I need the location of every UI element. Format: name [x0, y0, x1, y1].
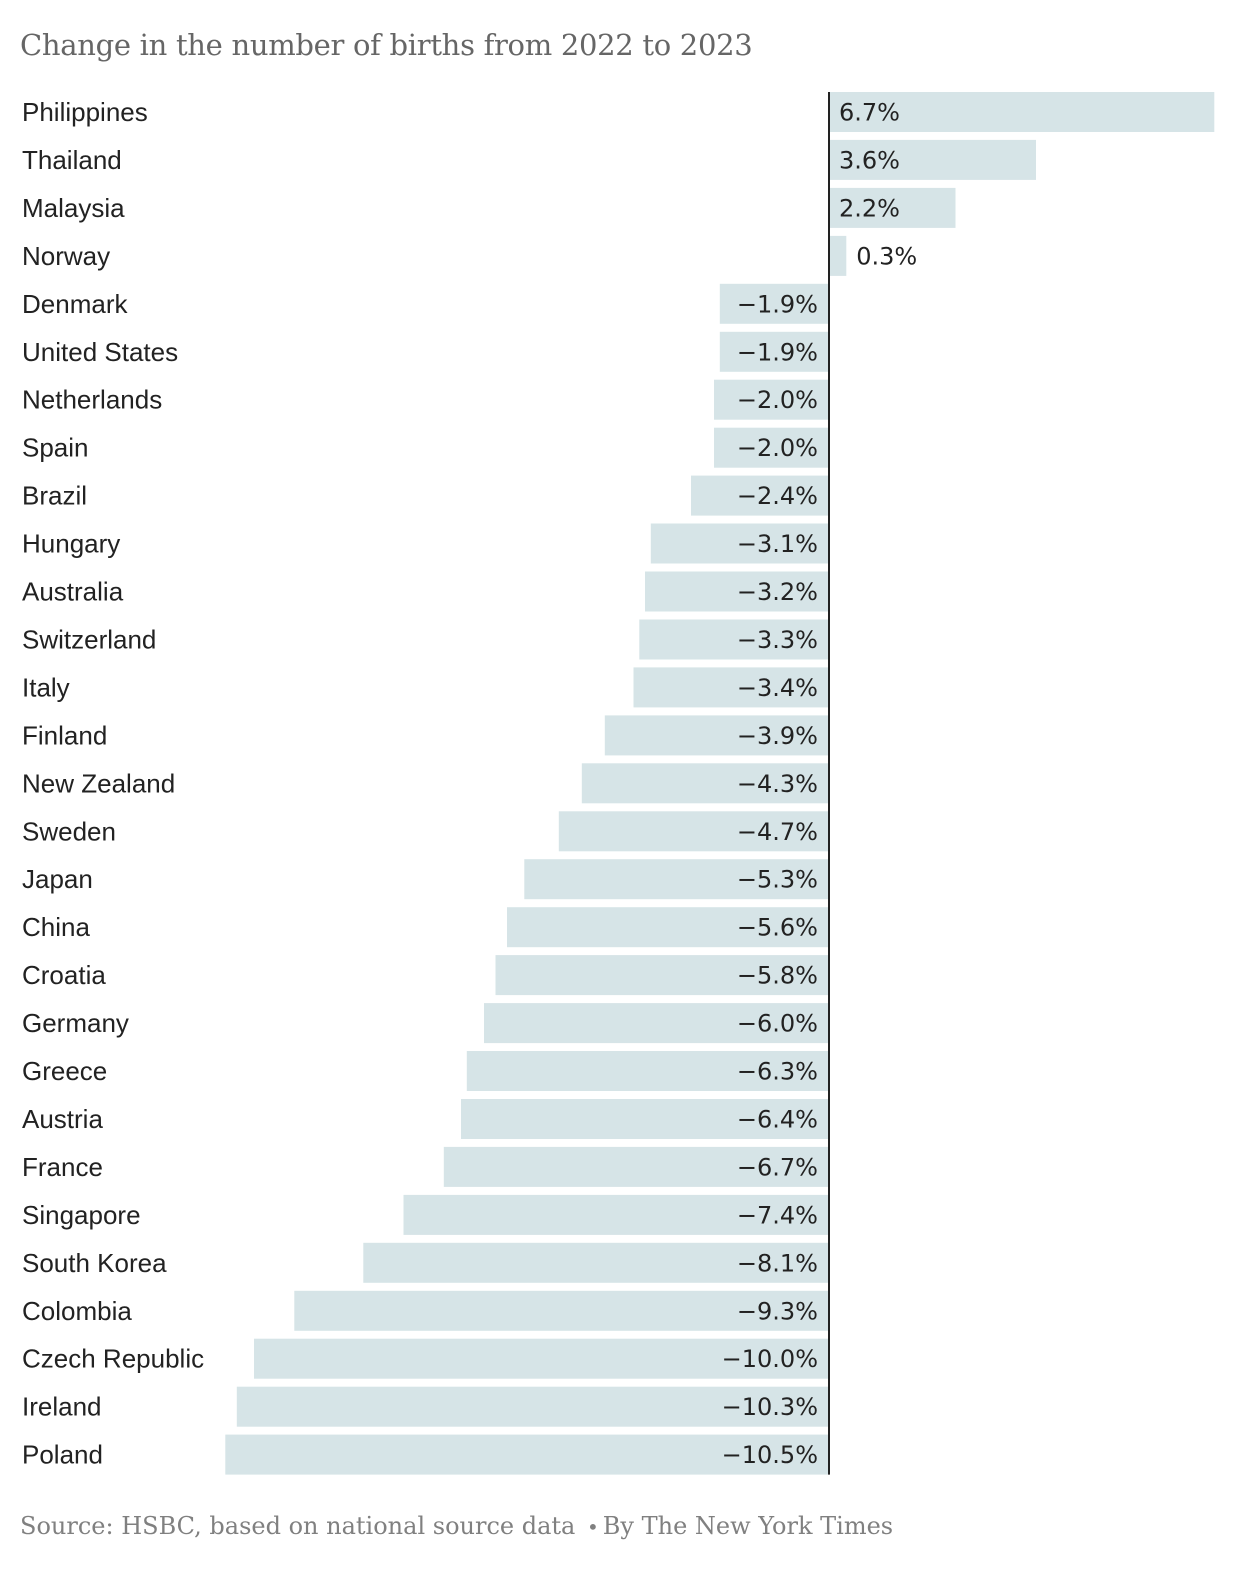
country-labels-group: Philippines Thailand Malaysia Norway Denmark…	[22, 97, 204, 1470]
country-label-hungary: Hungary	[22, 529, 120, 559]
value-label-italy: −3.4%	[737, 674, 818, 702]
bar-denmark	[719, 283, 830, 324]
bar-czech-republic	[254, 1338, 829, 1379]
value-label-spain: −2.0%	[737, 434, 818, 462]
bar-colombia	[294, 1290, 830, 1331]
value-label-china: −5.6%	[737, 914, 818, 942]
value-label-croatia: −5.8%	[737, 962, 818, 990]
country-label-japan: Japan	[22, 864, 93, 894]
bar-norway	[829, 235, 847, 276]
bar-china	[507, 907, 829, 948]
bar-united-states	[719, 331, 830, 372]
value-label-switzerland: −3.3%	[737, 626, 818, 654]
country-label-south-korea: South Korea	[22, 1248, 167, 1278]
source-note: Source: HSBC, based on national source d…	[20, 1512, 893, 1540]
bars-group	[225, 92, 1215, 1475]
country-label-greece: Greece	[22, 1056, 107, 1086]
bar-france	[443, 1146, 830, 1187]
bar-greece	[466, 1051, 830, 1091]
value-label-philippines: 6.7%	[839, 99, 900, 127]
source-text: HSBC, based on national source data	[121, 1512, 576, 1540]
country-label-australia: Australia	[22, 577, 124, 607]
country-label-poland: Poland	[22, 1440, 103, 1470]
country-label-new-zealand: New Zealand	[22, 768, 175, 798]
value-label-hungary: −3.1%	[737, 530, 818, 558]
bar-hungary	[650, 523, 830, 564]
chart-title: Change in the number of births from 2022…	[20, 28, 753, 62]
country-label-united-states: United States	[22, 337, 178, 367]
bar-ireland	[236, 1386, 830, 1427]
country-label-colombia: Colombia	[22, 1296, 132, 1326]
country-label-italy: Italy	[22, 672, 70, 702]
value-label-thailand: 3.6%	[839, 146, 900, 174]
bar-philippines	[829, 92, 1215, 132]
bar-sweden	[558, 811, 830, 852]
country-label-norway: Norway	[22, 241, 110, 271]
value-label-new-zealand: −4.3%	[737, 770, 818, 798]
value-label-ireland: −10.3%	[722, 1393, 818, 1421]
bar-finland	[604, 715, 830, 756]
value-label-greece: −6.3%	[737, 1058, 818, 1086]
value-label-austria: −6.4%	[737, 1106, 818, 1134]
bar-italy	[633, 667, 829, 708]
bar-singapore	[403, 1194, 829, 1235]
country-label-croatia: Croatia	[22, 960, 106, 990]
country-label-finland: Finland	[22, 720, 107, 750]
country-label-switzerland: Switzerland	[22, 625, 156, 655]
bar-netherlands	[714, 379, 829, 420]
value-label-united-states: −1.9%	[737, 338, 818, 366]
country-label-germany: Germany	[22, 1008, 129, 1038]
bar-south-korea	[363, 1242, 830, 1283]
country-label-brazil: Brazil	[22, 481, 87, 511]
country-label-malaysia: Malaysia	[22, 193, 125, 223]
country-label-ireland: Ireland	[22, 1392, 102, 1422]
value-label-colombia: −9.3%	[737, 1297, 818, 1325]
country-label-singapore: Singapore	[22, 1200, 141, 1230]
country-label-philippines: Philippines	[22, 97, 148, 127]
value-label-south-korea: −8.1%	[737, 1249, 818, 1277]
value-label-malaysia: 2.2%	[839, 194, 900, 222]
separator-dot: •	[586, 1515, 599, 1539]
value-label-czech-republic: −10.0%	[722, 1345, 818, 1373]
bar-japan	[524, 859, 830, 900]
country-label-spain: Spain	[22, 433, 89, 463]
country-label-austria: Austria	[22, 1104, 103, 1134]
source-label: Source:	[20, 1512, 114, 1540]
value-label-poland: −10.5%	[722, 1441, 818, 1469]
country-label-sweden: Sweden	[22, 816, 116, 846]
value-label-france: −6.7%	[737, 1153, 818, 1181]
bar-brazil	[691, 475, 829, 516]
bar-australia	[645, 571, 829, 612]
value-label-australia: −3.2%	[737, 578, 818, 606]
country-label-denmark: Denmark	[22, 289, 128, 319]
value-label-sweden: −4.7%	[737, 818, 818, 846]
bar-austria	[461, 1099, 829, 1139]
country-label-china: China	[22, 912, 90, 942]
country-label-thailand: Thailand	[22, 145, 122, 175]
bar-croatia	[495, 955, 829, 996]
value-label-japan: −5.3%	[737, 866, 818, 894]
value-label-netherlands: −2.0%	[737, 386, 818, 414]
country-label-netherlands: Netherlands	[22, 385, 162, 415]
bar-spain	[714, 427, 829, 468]
value-label-norway: 0.3%	[856, 242, 917, 270]
value-label-finland: −3.9%	[737, 722, 818, 750]
bar-new-zealand	[581, 763, 830, 804]
byline: By The New York Times	[602, 1512, 894, 1540]
value-label-singapore: −7.4%	[737, 1201, 818, 1229]
bar-poland	[225, 1434, 830, 1475]
bar-malaysia	[829, 187, 956, 228]
bar-germany	[484, 1003, 829, 1044]
value-label-denmark: −1.9%	[737, 290, 818, 318]
value-label-germany: −6.0%	[737, 1010, 818, 1038]
value-label-brazil: −2.4%	[737, 482, 818, 510]
country-label-france: France	[22, 1152, 103, 1182]
value-labels-group: 6.7% 3.6% 2.2% 0.3% −1.9% −1.9% −2.0% −2.0% −2.4…	[722, 99, 918, 1470]
bar-switzerland	[639, 619, 830, 660]
country-label-czech-republic: Czech Republic	[22, 1344, 204, 1374]
bar-thailand	[829, 139, 1036, 180]
